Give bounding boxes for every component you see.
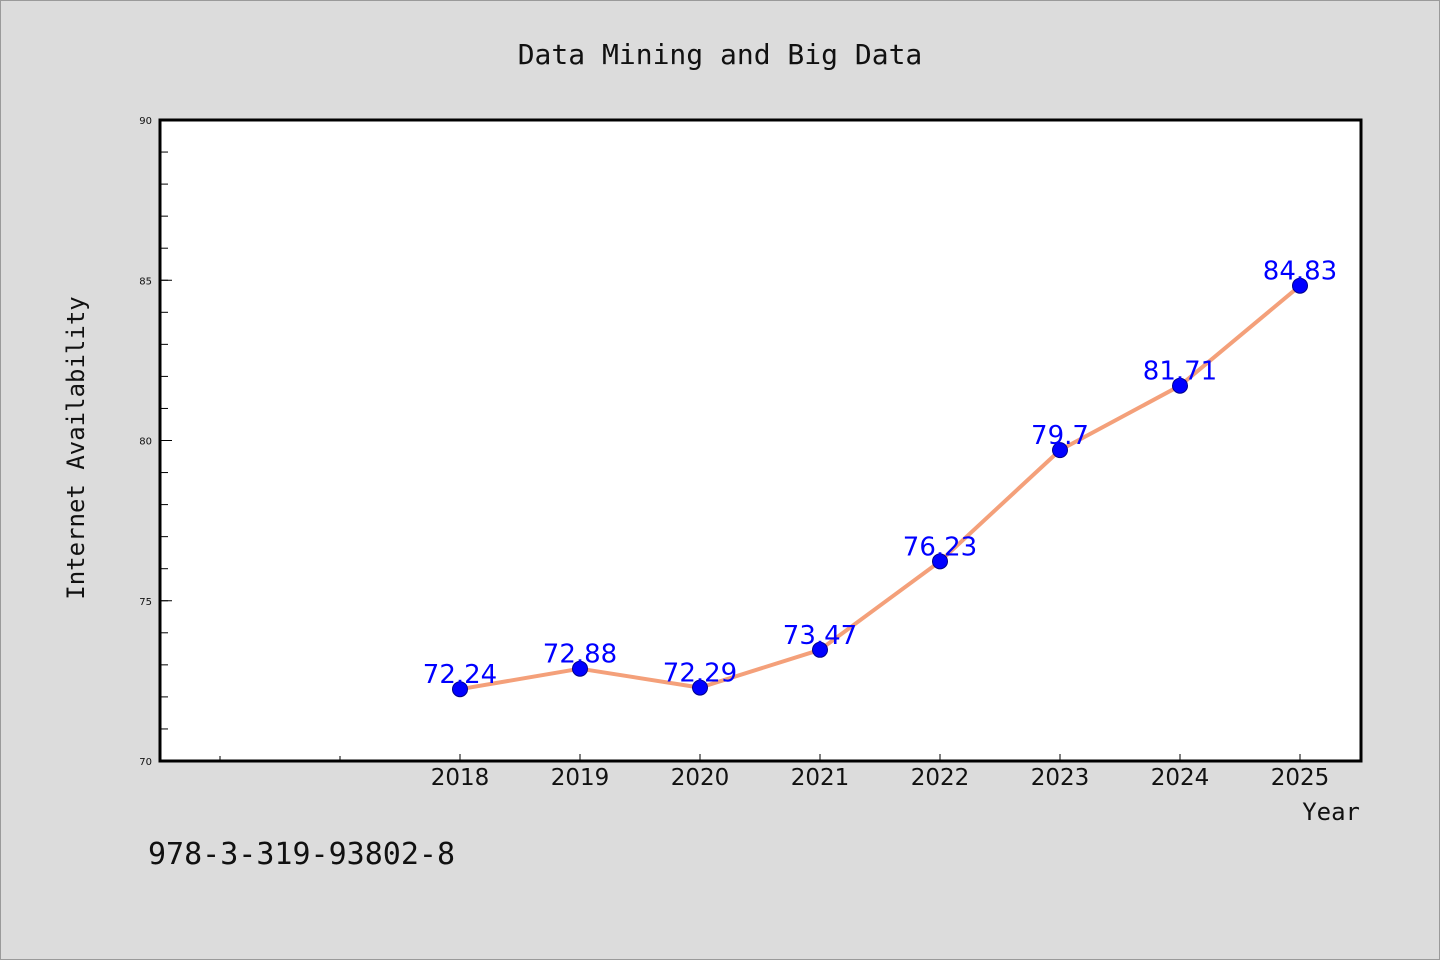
data-point-marker (1292, 277, 1308, 294)
data-label: 72.88 (543, 640, 617, 670)
y-axis-label: Internet Availability (62, 296, 90, 599)
x-tick-label: 2022 (911, 765, 970, 791)
x-tick-label: 2023 (1031, 765, 1090, 791)
data-point-marker (1172, 377, 1188, 394)
y-tick-label: 75 (139, 597, 152, 608)
plot-area (158, 118, 1363, 763)
data-label: 81.71 (1143, 357, 1217, 387)
series-layer: 72.24 72.88 72.29 73.47 76.23 79.7 81.71 84.83 (423, 257, 1337, 698)
y-axis: 70 75 80 85 90 (139, 116, 172, 768)
y-tick-label: 85 (139, 276, 152, 287)
chart-title: Data Mining and Big Data (518, 38, 923, 71)
y-tick-label: 90 (139, 116, 152, 127)
x-tick-label: 2025 (1271, 765, 1330, 791)
x-tick-label: 2020 (671, 765, 730, 791)
data-point-marker (452, 681, 468, 698)
data-label: 84.83 (1263, 257, 1337, 287)
data-label: 72.24 (423, 660, 497, 690)
x-tick-label: 2024 (1151, 765, 1210, 791)
x-tick-label: 2019 (551, 765, 610, 791)
x-axis: 2018 2019 2020 2021 2022 2023 2024 2025 (219, 754, 1330, 791)
x-tick-label: 2018 (431, 765, 490, 791)
isbn-footer: 978-3-319-93802-8 (148, 837, 455, 872)
y-tick-label: 70 (139, 757, 152, 768)
series-line (459, 284, 1302, 692)
data-point-marker (812, 641, 828, 658)
data-point-marker (932, 553, 948, 570)
y-tick-label: 80 (139, 437, 152, 448)
data-label: 79.7 (1031, 421, 1089, 451)
x-tick-label: 2021 (791, 765, 850, 791)
data-label: 72.29 (663, 659, 737, 689)
data-point-marker (572, 660, 588, 677)
data-point-marker (1052, 442, 1068, 459)
data-label: 73.47 (783, 621, 857, 651)
data-label: 76.23 (903, 532, 977, 562)
x-axis-label: Year (1302, 798, 1360, 826)
data-point-marker (692, 679, 708, 696)
